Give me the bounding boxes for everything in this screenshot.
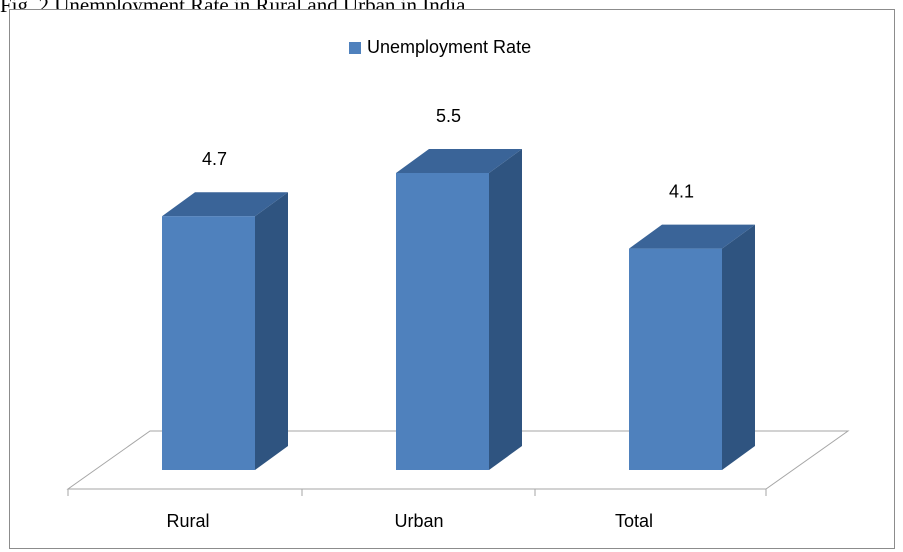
bar-front-face bbox=[629, 248, 722, 470]
bar-top-face bbox=[162, 192, 288, 217]
bar-side-face bbox=[489, 149, 522, 470]
bar-top-face bbox=[629, 224, 755, 249]
bars bbox=[162, 149, 755, 470]
bar-front-face bbox=[162, 216, 255, 470]
data-label: 4.7 bbox=[202, 149, 227, 169]
bar-total bbox=[629, 224, 755, 470]
legend-swatch bbox=[349, 41, 361, 54]
legend-label: Unemployment Rate bbox=[367, 37, 532, 57]
category-label: Total bbox=[615, 511, 653, 531]
category-label: Rural bbox=[166, 511, 209, 531]
bar-side-face bbox=[722, 224, 755, 470]
data-label: 4.1 bbox=[669, 182, 694, 202]
bar-rural bbox=[162, 192, 288, 470]
bar-top-face bbox=[396, 149, 522, 173]
bar-side-face bbox=[255, 192, 288, 470]
data-label: 5.5 bbox=[436, 106, 461, 126]
category-label: Urban bbox=[394, 511, 443, 531]
bar-front-face bbox=[396, 173, 489, 470]
bar-urban bbox=[396, 149, 522, 470]
labels: 4.7 Rural 5.5 Urban 4.1 Total bbox=[166, 106, 694, 531]
legend: Unemployment Rate bbox=[349, 37, 531, 58]
